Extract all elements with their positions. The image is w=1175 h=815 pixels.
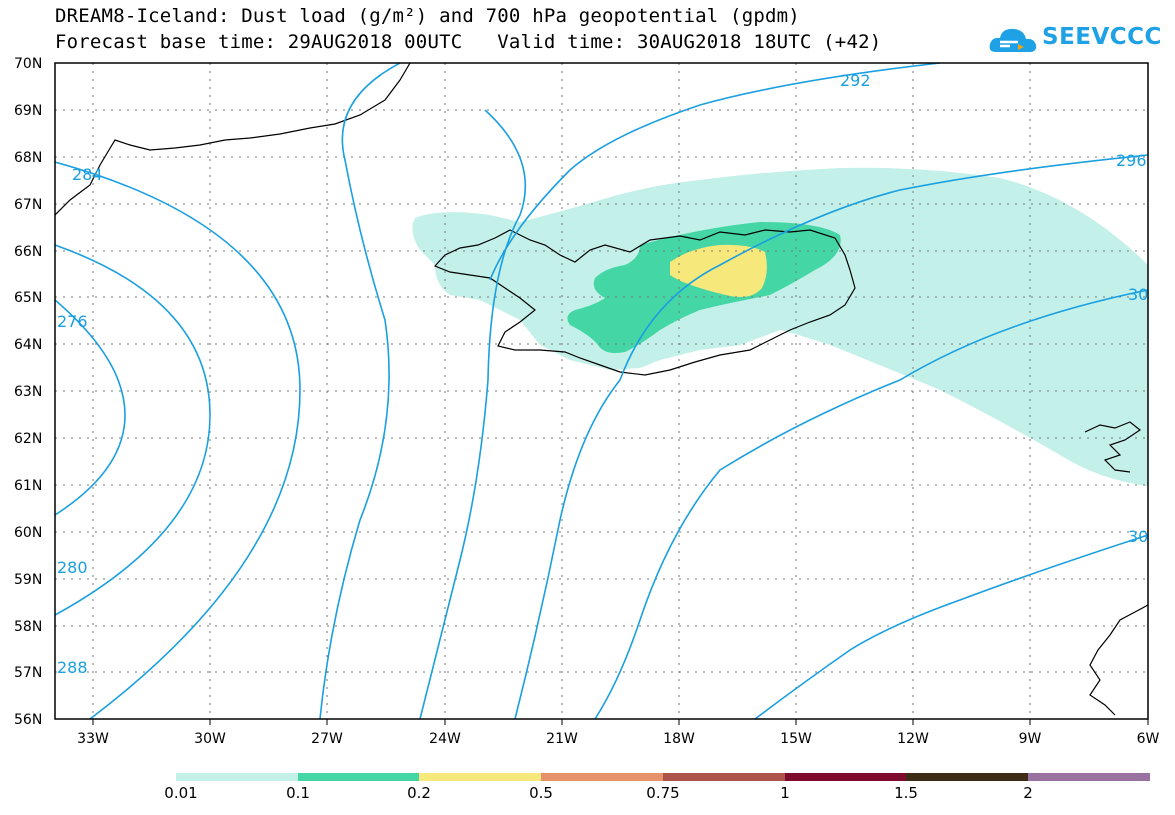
lon-labels: 33W 30W 27W 24W 21W 18W 15W 12W 9W 6W (77, 731, 1159, 747)
colorbar-tick-label: 0.2 (407, 784, 431, 802)
greenland-coast (55, 63, 411, 216)
lon-label: 6W (1137, 731, 1160, 747)
colorbar-tick-label: 0.75 (646, 784, 680, 802)
lat-label: 58N (14, 619, 42, 635)
colorbar-tick-label: 0.1 (286, 784, 310, 802)
colorbar-tick-label: 0.01 (164, 784, 198, 802)
colorbar-segment (906, 773, 1028, 781)
colorbar-tick-label: 1 (780, 784, 790, 802)
lat-label: 57N (14, 665, 42, 681)
graticule (55, 63, 1148, 719)
lat-label: 63N (14, 384, 42, 400)
colorbar-segment (176, 773, 298, 781)
faroe-coast (1084, 421, 1142, 473)
colorbar-segment (1028, 773, 1150, 781)
lat-label: 66N (14, 244, 42, 260)
dust-area-mid-hole (685, 308, 753, 346)
iceland-coast (433, 229, 856, 376)
lat-label: 68N (14, 150, 42, 166)
colorbar-tick-label: 1.5 (894, 784, 918, 802)
lon-label: 21W (546, 731, 578, 747)
map-subtitle: Forecast base time: 29AUG2018 00UTC Vali… (55, 31, 882, 53)
colorbar-segment (419, 773, 541, 781)
lat-label: 56N (14, 712, 42, 728)
logo-text: SEEVCCC (1042, 24, 1162, 50)
colorbar-tick-label: 0.5 (529, 784, 553, 802)
lat-labels: 70N 69N 68N 67N 66N 65N 64N 63N 62N 61N … (14, 56, 42, 728)
plot-frame (54, 62, 1149, 720)
lon-label: 12W (897, 731, 929, 747)
contour-label: 280 (57, 558, 88, 577)
contour-label: 30 (1128, 285, 1148, 304)
colorbar-segment (541, 773, 663, 781)
coastlines (55, 63, 1148, 716)
contour-label: 276 (57, 312, 88, 331)
geopotential-contours (55, 63, 1148, 719)
lat-label: 62N (14, 431, 42, 447)
contour-label: 30 (1128, 527, 1148, 546)
lon-label: 18W (663, 731, 695, 747)
contour-label: 284 (72, 165, 103, 184)
lon-label: 33W (77, 731, 109, 747)
colorbar-segment (663, 773, 785, 781)
colorbar-segment (785, 773, 906, 781)
lon-label: 9W (1019, 731, 1042, 747)
lat-label: 61N (14, 478, 42, 494)
colorbar-tick-label: 2 (1023, 784, 1033, 802)
contour-label: 296 (1116, 151, 1147, 170)
cloud-icon (989, 28, 1037, 52)
contour-label: 288 (57, 658, 88, 677)
contour-label: 292 (840, 71, 871, 90)
lat-label: 69N (14, 103, 42, 119)
colorbar-segment (298, 773, 419, 781)
scotland-coast (1089, 604, 1148, 716)
lon-label: 15W (780, 731, 812, 747)
lat-label: 59N (14, 572, 42, 588)
lon-label: 27W (311, 731, 343, 747)
lat-label: 67N (14, 197, 42, 213)
colorbar (176, 773, 1150, 781)
lat-label: 60N (14, 525, 42, 541)
dust-area-high (670, 244, 767, 297)
lon-label: 24W (429, 731, 461, 747)
lat-label: 70N (14, 56, 42, 72)
lat-label: 65N (14, 290, 42, 306)
lat-label: 64N (14, 337, 42, 353)
plot-area: 292 296 284 276 280 288 30 30 (55, 63, 1148, 719)
dust-area-low (412, 167, 1148, 486)
tick-marks (92, 719, 1149, 725)
lon-label: 30W (194, 731, 226, 747)
map-title: DREAM8-Iceland: Dust load (g/m²) and 700… (55, 5, 800, 27)
